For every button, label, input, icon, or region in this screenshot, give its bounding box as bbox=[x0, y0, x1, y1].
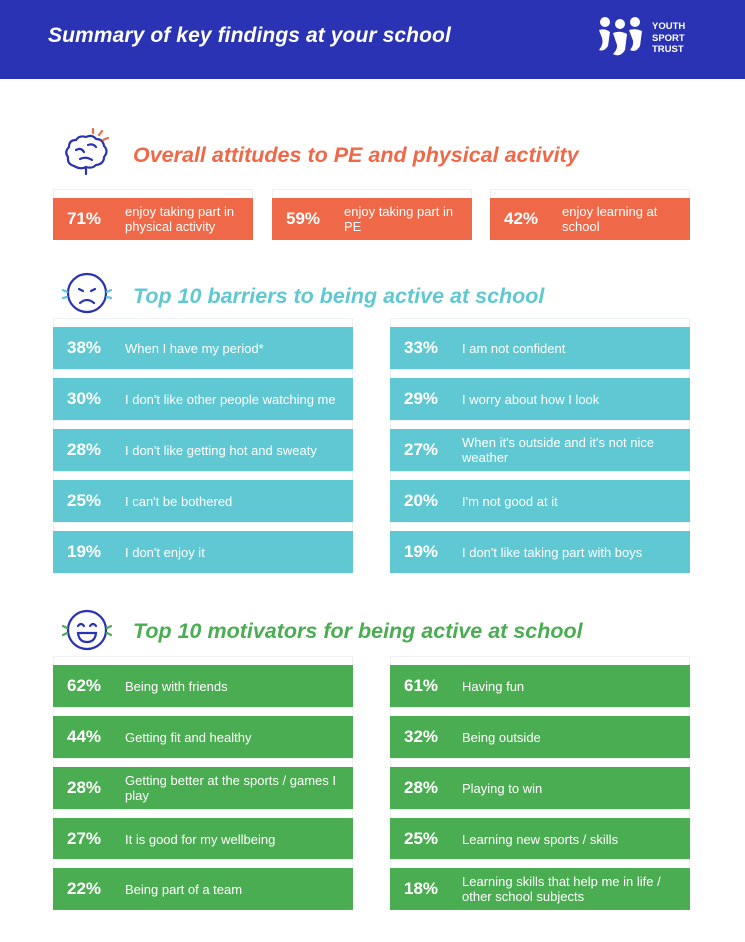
motivator-label: Being with friends bbox=[125, 678, 228, 694]
barrier-percent: 19% bbox=[67, 542, 102, 561]
barrier-label: I am not confident bbox=[462, 340, 566, 356]
logo-figures-icon bbox=[599, 17, 642, 56]
barrier-percent: 29% bbox=[404, 389, 439, 408]
barrier-card: 28% I don't like getting hot and sweaty bbox=[53, 420, 353, 471]
motivator-percent: 22% bbox=[67, 879, 102, 898]
motivator-label: Getting better at the sports / games I p… bbox=[125, 773, 336, 803]
barrier-percent: 38% bbox=[67, 338, 102, 357]
brain-icon bbox=[65, 128, 110, 176]
motivator-card: 18% Learning skills that help me in life… bbox=[390, 859, 690, 910]
barrier-card: 25% I can't be bothered bbox=[53, 471, 353, 522]
attitude-card-1: 71% enjoy taking part in physical activi… bbox=[53, 189, 253, 240]
motivator-percent: 25% bbox=[404, 829, 439, 848]
barrier-label: I don't like taking part with boys bbox=[462, 544, 643, 560]
motivator-percent: 27% bbox=[67, 829, 102, 848]
barrier-percent: 19% bbox=[404, 542, 439, 561]
logo-line-1: YOUTH bbox=[652, 21, 686, 32]
barrier-label: I don't like other people watching me bbox=[125, 391, 336, 407]
logo-line-3: TRUST bbox=[652, 44, 684, 55]
motivator-percent: 28% bbox=[404, 778, 439, 797]
motivator-percent: 18% bbox=[404, 879, 439, 898]
motivator-card: 28% Getting better at the sports / games… bbox=[53, 758, 353, 809]
motivator-percent: 32% bbox=[404, 727, 439, 746]
attitude-card-2: 59% enjoy taking part in PE bbox=[272, 189, 472, 240]
youth-sport-trust-logo: YOUTH SPORT TRUST bbox=[596, 16, 706, 64]
barrier-card: 38% When I have my period* bbox=[53, 318, 353, 369]
motivator-card: 44% Getting fit and healthy bbox=[53, 707, 353, 758]
motivator-card: 28% Playing to win bbox=[390, 758, 690, 809]
attitude-label: enjoy taking part in PE bbox=[344, 204, 454, 234]
barrier-card: 19% I don't enjoy it bbox=[53, 522, 353, 573]
logo-text: YOUTH SPORT TRUST bbox=[652, 21, 685, 56]
attitudes-heading: Overall attitudes to PE and physical act… bbox=[133, 143, 579, 167]
logo-line-2: SPORT bbox=[652, 32, 685, 44]
attitude-percent: 71% bbox=[67, 209, 102, 228]
barrier-card: 29% I worry about how I look bbox=[390, 369, 690, 420]
motivator-card: 22% Being part of a team bbox=[53, 859, 353, 910]
barrier-card: 33% I am not confident bbox=[390, 318, 690, 369]
happy-face-icon bbox=[62, 609, 112, 651]
barrier-label: I'm not good at it bbox=[462, 493, 558, 509]
barrier-card: 19% I don't like taking part with boys bbox=[390, 522, 690, 573]
motivator-percent: 28% bbox=[67, 778, 102, 797]
motivator-card: 62% Being with friends bbox=[53, 656, 353, 707]
attitude-card-3: 42% enjoy learning at school bbox=[490, 189, 690, 240]
barrier-card: 27% When it's outside and it's not nice … bbox=[390, 420, 690, 471]
header-banner: Summary of key findings at your school Y… bbox=[0, 0, 745, 79]
attitude-label: enjoy learning at school bbox=[562, 204, 658, 234]
motivator-card: 25% Learning new sports / skills bbox=[390, 809, 690, 860]
motivator-label: Having fun bbox=[462, 678, 525, 694]
barrier-percent: 27% bbox=[404, 440, 439, 459]
barrier-label: I can't be bothered bbox=[125, 493, 233, 509]
motivator-label: It is good for my wellbeing bbox=[125, 831, 276, 847]
attitude-percent: 59% bbox=[286, 209, 321, 228]
barrier-percent: 28% bbox=[67, 440, 102, 459]
motivator-label: Playing to win bbox=[462, 780, 543, 796]
barrier-label: I worry about how I look bbox=[462, 391, 600, 407]
barrier-percent: 25% bbox=[67, 491, 102, 510]
motivator-percent: 44% bbox=[67, 727, 102, 746]
barrier-percent: 20% bbox=[404, 491, 439, 510]
attitude-percent: 42% bbox=[504, 209, 539, 228]
barrier-card: 30% I don't like other people watching m… bbox=[53, 369, 353, 420]
sad-face-icon bbox=[62, 272, 112, 314]
motivator-card: 61% Having fun bbox=[390, 656, 690, 707]
motivator-label: Being part of a team bbox=[125, 881, 243, 897]
motivators-heading: Top 10 motivators for being active at sc… bbox=[133, 619, 583, 643]
attitude-label: enjoy taking part in physical activity bbox=[125, 204, 235, 234]
motivator-label: Getting fit and healthy bbox=[125, 729, 252, 745]
motivator-card: 32% Being outside bbox=[390, 707, 690, 758]
barriers-heading: Top 10 barriers to being active at schoo… bbox=[133, 284, 545, 308]
motivator-percent: 61% bbox=[404, 676, 439, 695]
barrier-card: 20% I'm not good at it bbox=[390, 471, 690, 522]
barrier-label: When I have my period* bbox=[125, 340, 264, 356]
barrier-percent: 33% bbox=[404, 338, 439, 357]
motivator-label: Being outside bbox=[462, 729, 541, 745]
motivator-label: Learning skills that help me in life / o… bbox=[462, 874, 661, 904]
motivator-card: 27% It is good for my wellbeing bbox=[53, 809, 353, 860]
motivator-percent: 62% bbox=[67, 676, 102, 695]
page-title: Summary of key findings at your school bbox=[48, 24, 451, 47]
barrier-label: When it's outside and it's not nice weat… bbox=[462, 435, 655, 465]
barrier-label: I don't enjoy it bbox=[125, 544, 205, 560]
motivator-label: Learning new sports / skills bbox=[462, 831, 619, 847]
barrier-percent: 30% bbox=[67, 389, 102, 408]
barrier-label: I don't like getting hot and sweaty bbox=[125, 442, 317, 458]
